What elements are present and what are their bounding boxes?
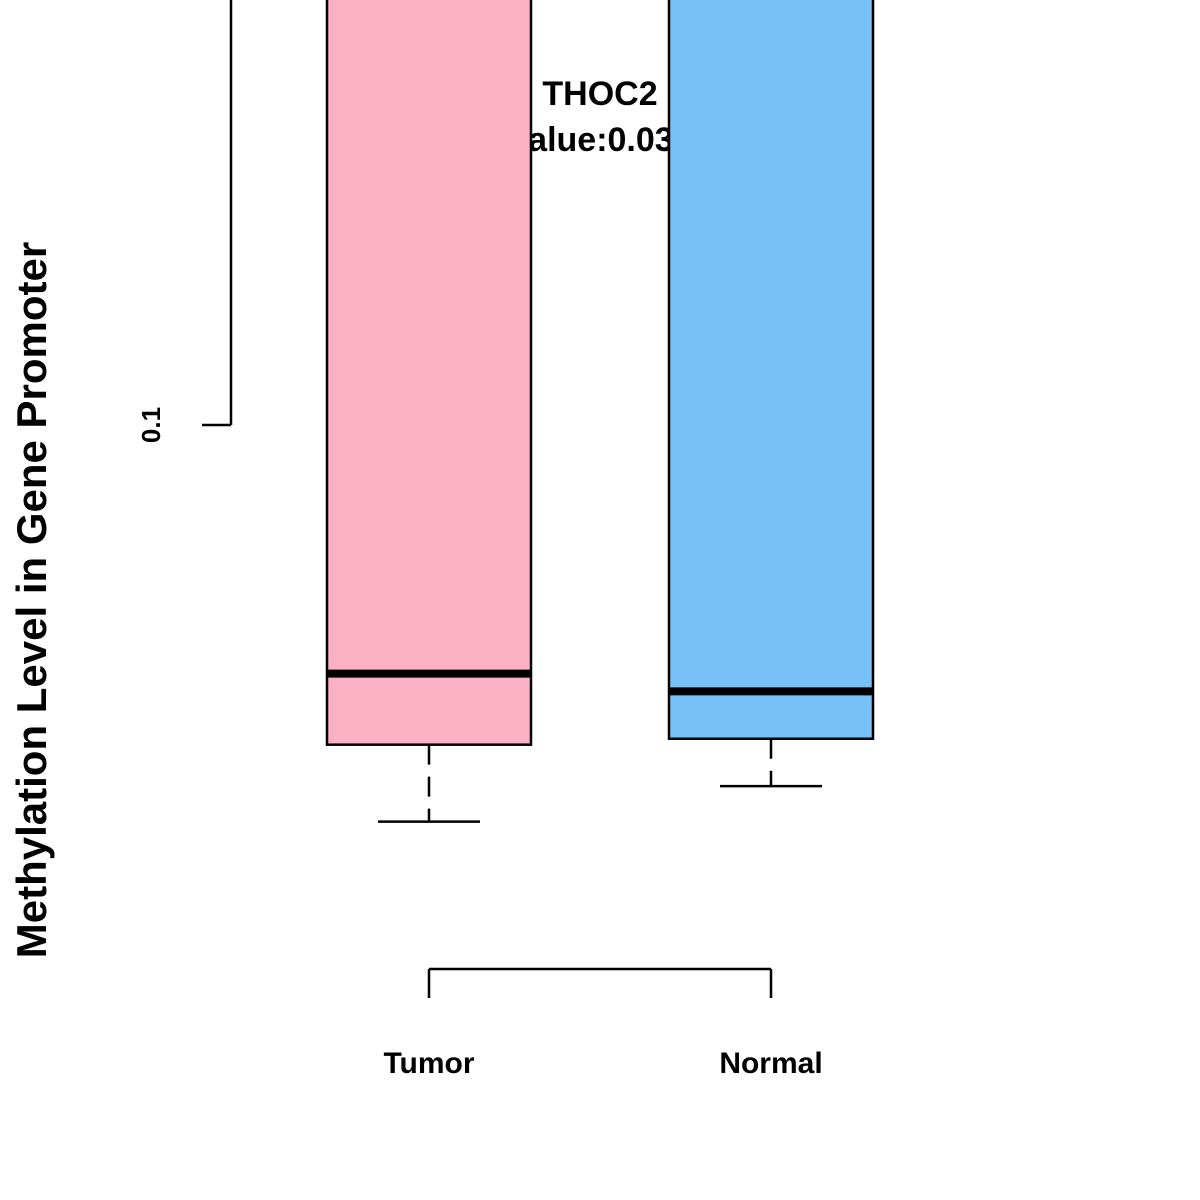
chart-title: THOC2 [542, 75, 657, 113]
y-tick-label: 0.1 [136, 407, 166, 443]
box-group-normal [667, 0, 875, 788]
x-tick-label-normal: Normal [719, 1047, 822, 1080]
y-axis: 0.10.20.30.40.5 [136, 0, 233, 443]
box-group-tumor [325, 0, 533, 823]
x-tick-label-tumor: Tumor [383, 1047, 474, 1080]
y-axis-label: Methylation Level in Gene Promoter [8, 242, 55, 958]
iqr-box [667, 0, 875, 741]
iqr-box [325, 0, 533, 746]
box-groups [325, 0, 875, 823]
x-axis: Tumor Normal [383, 967, 823, 1080]
